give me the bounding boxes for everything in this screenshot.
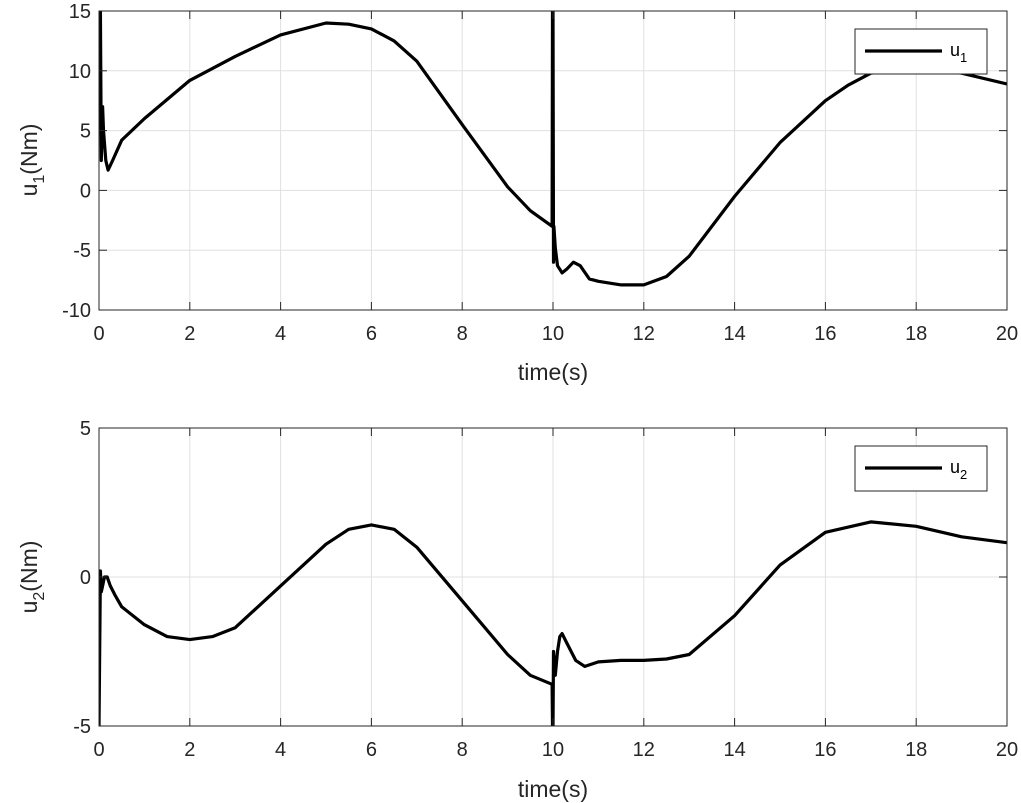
top-x-tick-label: 0	[93, 323, 104, 345]
top-y-tick-label: 10	[69, 61, 91, 83]
bottom-y-tick-labels: -5 0 5	[73, 418, 91, 738]
bottom-x-tick-label: 2	[184, 739, 195, 761]
top-legend-label-sub: 1	[960, 50, 967, 65]
top-x-tick-label: 12	[633, 323, 655, 345]
top-x-tick-label: 16	[814, 323, 836, 345]
bottom-y-axis-label-main: u	[16, 601, 42, 614]
bottom-x-tick-label: 16	[814, 739, 836, 761]
top-y-tick-labels: -10 -5 0 5 10 15	[62, 1, 91, 322]
top-y-tick-label: 5	[80, 121, 91, 143]
bottom-x-tick-label: 20	[996, 739, 1018, 761]
top-y-tick-label: 0	[80, 180, 91, 202]
bottom-x-tick-labels: 0 2 4 6 8 10 12 14 16 18 20	[93, 739, 1018, 761]
top-y-tick-label: 15	[69, 1, 91, 23]
bottom-x-tick-label: 6	[366, 739, 377, 761]
top-y-tick-label: -10	[62, 300, 91, 322]
bottom-x-tick-label: 8	[457, 739, 468, 761]
top-ticks	[98, 10, 1008, 311]
top-legend: u1	[854, 28, 988, 75]
bottom-plot: 0 2 4 6 8 10 12 14 16 18 20 -505 time(s) u2(Nm) u2	[16, 418, 1018, 802]
bottom-series	[99, 520, 1007, 726]
bottom-y-tick-label: 5	[80, 418, 91, 440]
bottom-legend-label: u2	[950, 457, 967, 482]
top-y-axis-label: u1(Nm)	[16, 124, 48, 197]
top-x-tick-labels: 0 2 4 6 8 10 12 14 16 18 20	[93, 323, 1018, 345]
bottom-legend: u2	[854, 445, 988, 492]
top-series	[99, 11, 1007, 287]
bottom-series-u2-line	[99, 520, 1007, 726]
top-legend-label-main: u	[950, 40, 960, 60]
bottom-x-tick-label: 4	[275, 739, 286, 761]
top-legend-label: u1	[950, 40, 967, 65]
top-y-tick-label: -5	[73, 240, 91, 262]
bottom-y-axis-label: u2(Nm)	[16, 541, 48, 614]
bottom-x-tick-label: 12	[633, 739, 655, 761]
top-x-tick-label: 4	[275, 323, 286, 345]
bottom-x-tick-label: 18	[905, 739, 927, 761]
bottom-x-axis-label: time(s)	[518, 776, 588, 802]
top-x-tick-label: 14	[723, 323, 745, 345]
top-y-axis-label-sub: 1	[31, 175, 48, 184]
top-x-axis-label: time(s)	[518, 359, 588, 385]
bottom-y-axis-label-sub: 2	[31, 592, 48, 601]
bottom-x-tick-label: 14	[723, 739, 745, 761]
top-y-axis-label-main: u	[16, 184, 42, 197]
bottom-legend-label-sub: 2	[960, 467, 967, 482]
bottom-x-tick-label: 10	[542, 739, 564, 761]
top-y-axis-label-tail: (Nm)	[16, 124, 42, 175]
top-x-tick-label: 2	[184, 323, 195, 345]
top-x-tick-label: 6	[366, 323, 377, 345]
top-series-u1-line	[99, 11, 1007, 287]
top-x-tick-label: 18	[905, 323, 927, 345]
top-x-tick-label: 8	[457, 323, 468, 345]
top-x-tick-label: 10	[542, 323, 564, 345]
top-x-tick-label: 20	[996, 323, 1018, 345]
bottom-y-axis-label-tail: (Nm)	[16, 541, 42, 592]
bottom-ticks	[98, 427, 1008, 727]
bottom-y-tick-label: -5	[73, 716, 91, 738]
bottom-legend-label-main: u	[950, 457, 960, 477]
bottom-y-tick-label: 0	[80, 567, 91, 589]
bottom-x-tick-label: 0	[93, 739, 104, 761]
